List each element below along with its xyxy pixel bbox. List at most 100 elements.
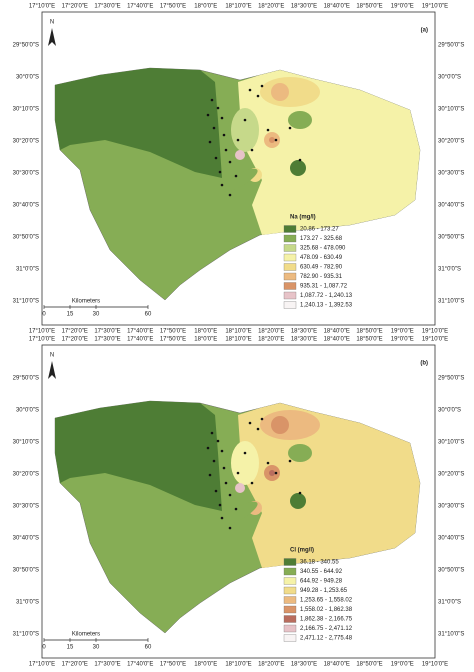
zone xyxy=(288,111,312,129)
sample-point xyxy=(243,118,247,122)
sample-point xyxy=(274,138,278,142)
legend-entry: 630.49 - 782.90 xyxy=(300,265,343,271)
region-low xyxy=(55,401,222,511)
sample-point xyxy=(214,489,218,493)
lon-label: 19°10'0"E xyxy=(422,329,448,335)
sample-point xyxy=(234,174,238,178)
lat-label: 31°0'0"S xyxy=(16,600,39,606)
lon-label: 18°30'0"E xyxy=(291,337,317,343)
lat-label: 31°0'0"S xyxy=(438,600,461,606)
sample-point xyxy=(208,473,212,477)
sample-point xyxy=(210,431,214,435)
lat-label: 30°10'0"S xyxy=(438,107,464,113)
sample-point xyxy=(266,128,270,132)
sample-point xyxy=(224,148,228,152)
lon-label: 17°40'0"E xyxy=(127,4,153,10)
lon-label: 17°20'0"E xyxy=(62,662,88,667)
map-panel: 17°10'0"E 17°10'0"E 17°20'0"E 17°20'0"E 17°3… xyxy=(13,337,465,668)
legend-swatch xyxy=(283,253,297,262)
lon-label: 17°30'0"E xyxy=(94,337,120,343)
sample-point xyxy=(220,116,224,120)
lat-label: 30°40'0"S xyxy=(438,536,464,542)
sample-point xyxy=(208,140,212,144)
zone xyxy=(231,108,259,152)
sample-point xyxy=(236,471,240,475)
lat-label: 30°30'0"S xyxy=(13,171,39,177)
sample-point xyxy=(256,94,260,98)
sample-point xyxy=(228,160,232,164)
sample-point xyxy=(206,446,210,450)
lat-label: 31°0'0"S xyxy=(438,267,461,273)
lat-label: 30°30'0"S xyxy=(13,504,39,510)
sample-point xyxy=(220,183,224,187)
legend-swatch xyxy=(283,577,297,585)
scale-title: Kilometers xyxy=(72,299,100,305)
sample-point xyxy=(248,88,252,92)
lat-label: 31°10'0"S xyxy=(13,299,39,305)
zone xyxy=(222,501,258,525)
sample-point xyxy=(256,427,260,431)
zone xyxy=(288,444,312,462)
sample-point xyxy=(250,481,254,485)
region-high xyxy=(238,70,420,235)
lat-label: 29°50'0"S xyxy=(13,376,39,382)
legend-swatch xyxy=(283,596,297,604)
legend-swatch xyxy=(283,567,297,576)
hotspot xyxy=(271,83,289,101)
lon-label: 18°30'0"E xyxy=(291,329,317,335)
lat-label: 30°40'0"S xyxy=(438,203,464,209)
lon-label: 18°20'0"E xyxy=(258,4,284,10)
lat-label: 29°50'0"S xyxy=(13,43,39,49)
map-area xyxy=(54,400,421,634)
legend-entry: 1,558.02 - 1,862.38 xyxy=(300,607,353,613)
hotspot xyxy=(271,416,289,434)
legend-entry: 782.90 - 935.31 xyxy=(300,274,343,280)
map-area xyxy=(54,67,421,301)
lat-label: 30°50'0"S xyxy=(13,568,39,574)
sample-point xyxy=(218,170,222,174)
sample-point xyxy=(228,493,232,497)
sample-point xyxy=(266,461,270,465)
lon-label: 17°40'0"E xyxy=(127,329,153,335)
sample-point xyxy=(210,98,214,102)
scale-tick-label: 0 xyxy=(42,312,46,318)
lon-label: 19°0'0"E xyxy=(391,329,414,335)
lat-label: 30°0'0"S xyxy=(438,75,461,81)
legend-entry: 2,471.12 - 2,775.48 xyxy=(300,636,353,642)
hotspot xyxy=(269,470,275,476)
lon-label: 18°10'0"E xyxy=(225,337,251,343)
lon-label: 18°40'0"E xyxy=(324,662,350,667)
scale-tick-label: 15 xyxy=(67,312,74,318)
lon-label: 18°20'0"E xyxy=(258,662,284,667)
lat-label: 31°10'0"S xyxy=(438,632,464,638)
lat-label: 30°20'0"S xyxy=(13,472,39,478)
legend-swatch xyxy=(283,234,297,243)
legend-entry: 173.27 - 325.68 xyxy=(300,236,343,242)
sample-point xyxy=(218,503,222,507)
lon-label: 17°30'0"E xyxy=(94,329,120,335)
sample-point xyxy=(228,526,232,530)
lat-label: 30°40'0"S xyxy=(13,203,39,209)
scale-tick-label: 60 xyxy=(145,312,152,318)
sample-point xyxy=(288,459,292,463)
lon-label: 17°40'0"E xyxy=(127,337,153,343)
lon-label: 17°50'0"E xyxy=(160,4,186,10)
sample-point xyxy=(274,471,278,475)
sample-point xyxy=(260,84,264,88)
legend-entry: 478.09 - 630.49 xyxy=(300,255,343,261)
lon-label: 18°30'0"E xyxy=(291,662,317,667)
lat-label: 30°30'0"S xyxy=(438,504,464,510)
sample-point xyxy=(214,156,218,160)
lon-label: 18°50'0"E xyxy=(356,4,382,10)
map-panel: 17°10'0"E 17°10'0"E 17°20'0"E 17°20'0"E 17°3… xyxy=(13,4,465,335)
north-arrow xyxy=(48,361,56,379)
legend-swatch xyxy=(283,291,297,300)
north-label: N xyxy=(50,20,54,26)
sample-point xyxy=(260,417,264,421)
lon-label: 17°20'0"E xyxy=(62,4,88,10)
sample-point xyxy=(216,106,220,110)
lon-label: 18°0'0"E xyxy=(194,662,217,667)
sample-point xyxy=(298,158,302,162)
lon-label: 18°50'0"E xyxy=(356,337,382,343)
